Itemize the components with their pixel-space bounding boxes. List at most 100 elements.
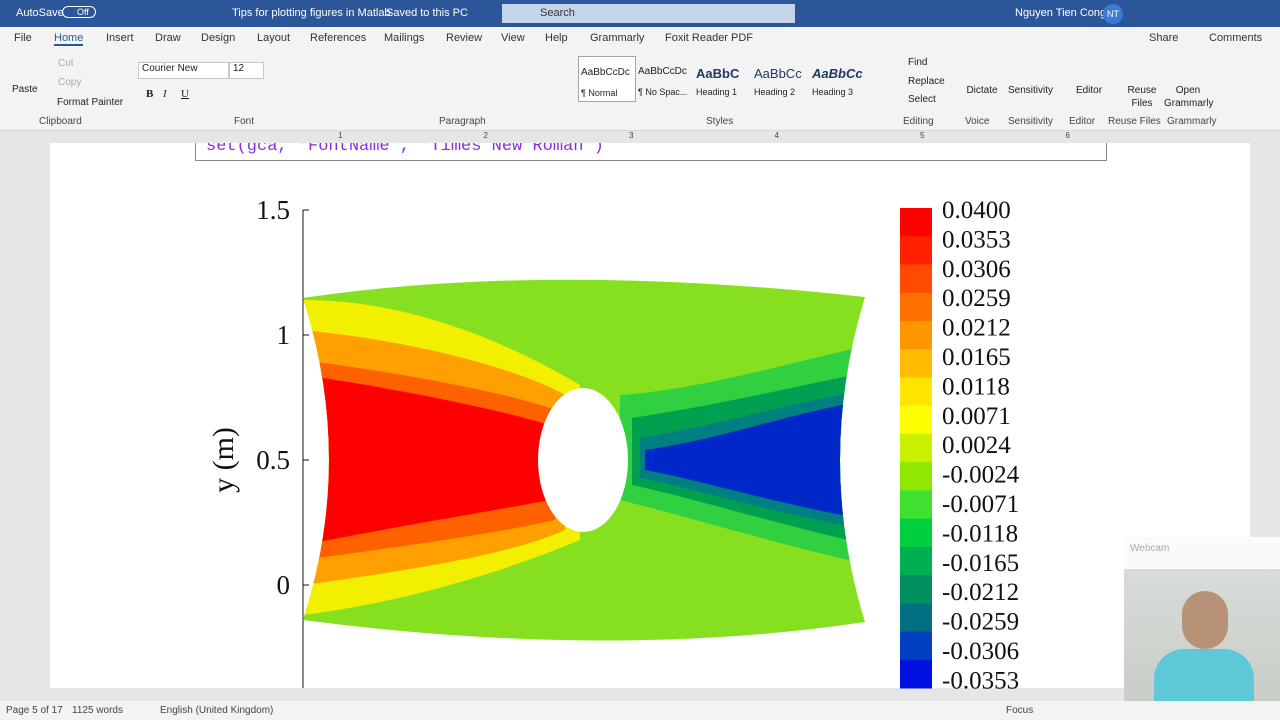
focus-mode[interactable]: Focus: [1006, 705, 1034, 716]
style-gallery-item[interactable]: AaBbC Heading 1: [694, 56, 750, 100]
ribbon-button[interactable]: Reuse Files: [1127, 85, 1157, 109]
style-preview: AaBbCcDc: [638, 66, 687, 77]
colorbar-label: -0.0212: [942, 579, 1019, 606]
title-bar: AutoSave Off Tips for plotting figures i…: [0, 0, 1280, 27]
colorbar-label: -0.0118: [942, 520, 1018, 547]
ribbon-tab[interactable]: Review: [446, 32, 483, 44]
style-name: Heading 1: [696, 87, 738, 97]
ruler: [0, 131, 1280, 143]
style-preview: AaBbCc: [812, 66, 863, 81]
ribbon-group-label: Sensitivity: [1008, 116, 1054, 127]
style-gallery-item[interactable]: AaBbCcDc ¶ Normal: [578, 56, 636, 102]
paste-button[interactable]: Paste: [12, 84, 38, 95]
colorbar-label: -0.0024: [942, 462, 1020, 489]
comments-button[interactable]: Comments: [1209, 32, 1263, 44]
webcam-face: [1182, 591, 1228, 649]
hole: [538, 388, 628, 532]
font-name-box[interactable]: Courier New: [138, 62, 229, 79]
font-style-button[interactable]: B: [146, 88, 154, 100]
replace-button[interactable]: Replace: [908, 76, 945, 87]
colorbar-segment: [900, 603, 932, 633]
ruler-number: 2: [483, 131, 488, 140]
ruler-number: 6: [1065, 131, 1070, 140]
colorbar-label: 0.0118: [942, 373, 1010, 400]
style-gallery-item[interactable]: AaBbCc Heading 2: [752, 56, 808, 100]
autosave-toggle[interactable]: Off: [62, 6, 96, 18]
contour-field: [303, 279, 865, 641]
colorbar-segment: [900, 292, 932, 322]
ribbon-tab[interactable]: Home: [54, 32, 84, 46]
code-line: set(gca, 'FontName', 'Times New Roman'): [206, 143, 604, 156]
y-tick-label: 1: [277, 320, 291, 350]
font-size-box[interactable]: 12: [229, 62, 264, 79]
colorbar-label: -0.0306: [942, 638, 1019, 665]
share-button[interactable]: Share: [1149, 32, 1179, 44]
colorbar-label: 0.0400: [942, 197, 1011, 224]
ribbon-tab[interactable]: File: [14, 32, 32, 44]
find-button[interactable]: Find: [908, 57, 928, 68]
ribbon-button[interactable]: Sensitivity: [1008, 85, 1054, 96]
ribbon-button[interactable]: Editor: [1075, 85, 1103, 96]
ribbon-tab[interactable]: Layout: [257, 32, 291, 44]
format-painter-button[interactable]: Format Painter: [57, 97, 124, 108]
colorbar-segment: [900, 264, 932, 294]
colorbar-label: 0.0165: [942, 344, 1011, 371]
style-name: ¶ No Spac...: [638, 87, 688, 97]
ribbon-group-label: Paragraph: [439, 116, 486, 127]
save-status: Saved to this PC: [386, 7, 468, 19]
style-name: ¶ Normal: [581, 88, 618, 98]
search-box[interactable]: Search: [502, 4, 795, 23]
ribbon-tab[interactable]: References: [310, 32, 367, 44]
select-button[interactable]: Select: [908, 94, 936, 105]
style-name: Heading 2: [754, 87, 796, 97]
ribbon-group-label: Font: [234, 116, 255, 127]
y-axis-label: y (m): [207, 427, 240, 493]
ribbon-tab[interactable]: View: [501, 32, 525, 44]
copy-button[interactable]: Copy: [58, 77, 82, 88]
ribbon-tab[interactable]: Insert: [106, 32, 134, 44]
style-gallery-item[interactable]: AaBbCcDc ¶ No Spac...: [636, 56, 692, 100]
colorbar-segment: [900, 490, 932, 520]
ribbon-tab[interactable]: Design: [201, 32, 236, 44]
ruler-number: 1: [338, 131, 343, 140]
document-title: Tips for plotting figures in Matlab: [232, 7, 391, 19]
ribbon-group-label: Styles: [706, 116, 734, 127]
colorbar-label: -0.0165: [942, 550, 1019, 577]
ribbon-group-label: Editor: [1069, 116, 1096, 127]
autosave-label: AutoSave: [16, 7, 64, 19]
page-count: Page 5 of 17: [6, 705, 63, 716]
user-avatar[interactable]: NT: [1103, 4, 1123, 24]
colorbar-segment: [900, 405, 932, 435]
cut-button[interactable]: Cut: [58, 58, 74, 69]
colorbar-label: 0.0353: [942, 226, 1011, 253]
code-box: set(gca, 'FontName', 'Times New Roman'): [195, 143, 1107, 161]
colorbar-segment: [900, 546, 932, 576]
ribbon-tab[interactable]: Draw: [155, 32, 181, 44]
font-style-button[interactable]: I: [163, 88, 167, 100]
font-style-button[interactable]: U: [181, 88, 189, 100]
colorbar-segment: [900, 631, 932, 661]
style-preview: AaBbCcDc: [581, 67, 630, 78]
colorbar-segment: [900, 518, 932, 548]
search-placeholder: Search: [540, 7, 575, 19]
ribbon-button[interactable]: Open Grammarly: [1164, 85, 1214, 109]
language[interactable]: English (United Kingdom): [160, 705, 274, 716]
colorbar-segment: [900, 320, 932, 350]
colorbar-label: -0.0353: [942, 667, 1019, 694]
ribbon-tab[interactable]: Grammarly: [590, 32, 645, 44]
ribbon-button[interactable]: Dictate: [966, 85, 998, 96]
webcam-shirt: [1154, 649, 1254, 709]
colorbar-label: 0.0024: [942, 432, 1011, 459]
ruler-number: 4: [774, 131, 779, 140]
style-gallery-item[interactable]: AaBbCc Heading 3: [810, 56, 866, 100]
y-tick-label: 0: [277, 570, 291, 600]
ribbon-tab[interactable]: Mailings: [384, 32, 425, 44]
ribbon-tab[interactable]: Foxit Reader PDF: [665, 32, 754, 44]
ribbon-tab[interactable]: Help: [545, 32, 568, 44]
ribbon-group-label: Voice: [965, 116, 990, 127]
style-preview: AaBbCc: [754, 66, 802, 81]
colorbar-segment: [900, 433, 932, 463]
colorbar-label: 0.0259: [942, 285, 1011, 312]
